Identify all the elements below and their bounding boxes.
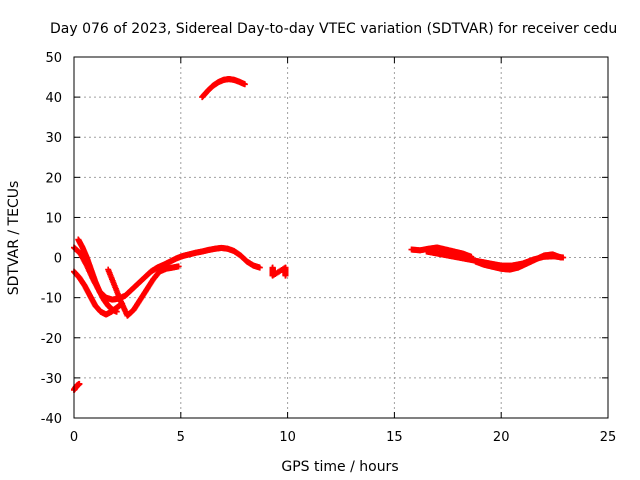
grid xyxy=(74,57,608,418)
y-axis-label: SDTVAR / TECUs xyxy=(6,181,22,296)
data-point xyxy=(241,81,248,88)
data-series-arc-a xyxy=(71,380,83,393)
data-series-arc-j xyxy=(472,251,565,273)
data-point xyxy=(113,308,120,315)
data-series-arc-h xyxy=(408,244,475,260)
data-series-arc-e xyxy=(105,263,182,319)
x-tick-label: 15 xyxy=(386,430,403,445)
data-series-arc-f xyxy=(199,76,248,101)
y-tick-label: 30 xyxy=(45,131,62,146)
plot-frame xyxy=(73,56,609,419)
y-tick-label: -30 xyxy=(41,372,62,387)
y-tick-label: -10 xyxy=(41,292,62,307)
y-tick-label: 50 xyxy=(45,51,62,66)
data-point xyxy=(76,380,83,387)
y-tick-label: 10 xyxy=(45,211,62,226)
x-tick-label: 10 xyxy=(279,430,296,445)
x-tick-label: 20 xyxy=(493,430,510,445)
x-tick-label: 0 xyxy=(70,430,78,445)
data-points xyxy=(71,76,567,393)
y-tick-label: 0 xyxy=(54,252,62,267)
y-tick-label: 40 xyxy=(45,91,62,106)
data-point xyxy=(175,263,182,270)
x-axis-label: GPS time / hours xyxy=(281,459,398,475)
y-tick-label: -20 xyxy=(41,332,62,347)
axis-ticks: 0 5 10 15 20 25 -40 -30 -20 -10 0 10 20 30 40 50 xyxy=(41,51,617,445)
data-series-arc-g xyxy=(269,264,289,279)
data-point xyxy=(256,264,263,271)
data-series-arc-d xyxy=(75,236,120,315)
y-tick-label: 20 xyxy=(45,171,62,186)
chart-title: Day 076 of 2023, Sidereal Day-to-day VTE… xyxy=(50,21,617,37)
x-tick-label: 25 xyxy=(600,430,617,445)
x-tick-label: 5 xyxy=(177,430,185,445)
data-point xyxy=(558,254,565,261)
data-point xyxy=(282,272,289,279)
y-tick-label: -40 xyxy=(41,412,62,427)
